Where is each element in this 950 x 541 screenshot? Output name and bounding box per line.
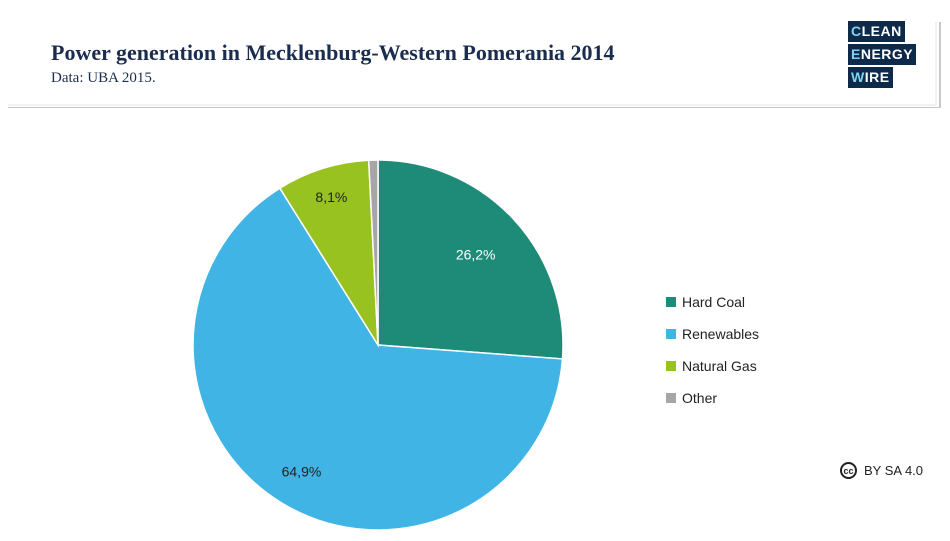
legend-label-natural-gas: Natural Gas xyxy=(682,358,757,374)
data-label-natural-gas: 8,1% xyxy=(315,189,347,205)
chart-subtitle: Data: UBA 2015. xyxy=(51,70,156,86)
legend-item-renewables: Renewables xyxy=(666,318,759,350)
legend-swatch-renewables xyxy=(666,329,676,339)
legend-label-renewables: Renewables xyxy=(682,326,760,342)
data-label-renewables: 64,9% xyxy=(282,464,322,480)
legend-item-other: Other xyxy=(666,382,759,414)
legend-item-natural-gas: Natural Gas xyxy=(666,350,759,382)
legend-swatch-hard-coal xyxy=(666,297,676,307)
license-badge: cc BY SA 4.0 xyxy=(840,462,923,479)
header-band xyxy=(8,22,941,108)
creative-commons-icon: cc xyxy=(840,462,857,479)
chart-legend: Hard Coal Renewables Natural Gas Other xyxy=(666,286,759,414)
logo-line-2: ENERGY xyxy=(848,44,917,65)
clean-energy-wire-logo: CLEAN ENERGY WIRE xyxy=(848,21,917,90)
logo-line-3: WIRE xyxy=(848,67,893,88)
license-text: BY SA 4.0 xyxy=(864,463,924,478)
legend-label-other: Other xyxy=(682,390,718,406)
legend-label-hard-coal: Hard Coal xyxy=(682,294,746,310)
legend-swatch-natural-gas xyxy=(666,361,676,371)
chart-title: Power generation in Mecklenburg-Western … xyxy=(51,40,615,65)
data-label-hard-coal: 26,2% xyxy=(456,246,496,262)
logo-line-1: CLEAN xyxy=(848,21,905,42)
legend-item-hard-coal: Hard Coal xyxy=(666,286,759,318)
pie-slice-hard-coal xyxy=(377,159,564,360)
pie-slice-natural-gas xyxy=(278,159,379,348)
legend-swatch-other xyxy=(666,393,676,403)
pie-slice-other xyxy=(367,159,379,346)
pie-slice-renewables xyxy=(192,187,564,531)
